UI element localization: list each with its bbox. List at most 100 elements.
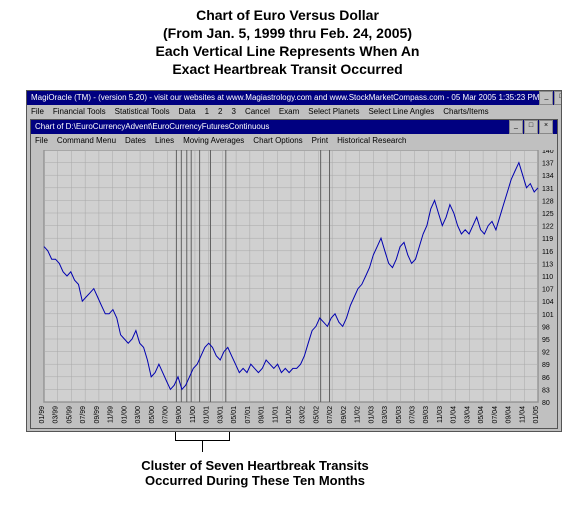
inner-window-controls: _ □ × [509,120,553,134]
svg-text:11/00: 11/00 [190,406,197,423]
menu-item[interactable]: Select Line Angles [368,107,434,116]
menu-item[interactable]: 1 [205,107,209,116]
outer-titlebar-text: MagiOracle (TM) - (version 5.20) - visit… [31,91,539,105]
svg-text:09/02: 09/02 [341,406,348,424]
menu-item[interactable]: Cancel [245,107,270,116]
maximize-button[interactable]: □ [524,120,538,134]
menu-item[interactable]: Command Menu [57,136,116,145]
svg-text:05/00: 05/00 [149,406,156,424]
svg-text:07/01: 07/01 [245,406,252,424]
svg-text:128: 128 [542,198,554,205]
svg-text:11/99: 11/99 [108,406,115,423]
svg-text:80: 80 [542,400,550,407]
svg-text:86: 86 [542,375,550,382]
annotation-line-1: Cluster of Seven Heartbreak Transits [110,458,400,473]
svg-text:09/01: 09/01 [259,406,266,424]
menu-item[interactable]: Data [179,107,196,116]
svg-text:05/01: 05/01 [231,406,238,424]
svg-text:05/04: 05/04 [478,406,485,424]
annotation-bracket-stem [202,440,203,452]
svg-text:134: 134 [542,173,554,180]
svg-text:07/04: 07/04 [492,406,499,424]
menu-item[interactable]: Historical Research [337,136,406,145]
annotation-text: Cluster of Seven Heartbreak Transits Occ… [110,458,400,488]
svg-text:03/04: 03/04 [464,406,471,424]
svg-text:122: 122 [542,224,554,231]
menu-item[interactable]: File [31,107,44,116]
close-button[interactable]: × [539,120,553,134]
svg-text:89: 89 [542,362,550,369]
svg-text:01/05: 01/05 [533,406,540,424]
menu-item[interactable]: 3 [231,107,235,116]
menu-item[interactable]: File [35,136,48,145]
inner-menu-bar: File Command Menu Dates Lines Moving Average… [31,134,557,148]
svg-text:01/99: 01/99 [39,406,46,424]
svg-text:07/03: 07/03 [410,406,417,424]
maximize-button[interactable]: □ [554,91,561,105]
svg-text:125: 125 [542,211,554,218]
svg-text:07/99: 07/99 [80,406,87,424]
svg-text:92: 92 [542,350,550,357]
svg-text:05/03: 05/03 [396,406,403,424]
menu-item[interactable]: Lines [155,136,174,145]
svg-text:98: 98 [542,324,550,331]
svg-text:101: 101 [542,312,554,319]
svg-text:03/02: 03/02 [300,406,307,424]
svg-text:09/04: 09/04 [506,406,513,424]
outer-titlebar: MagiOracle (TM) - (version 5.20) - visit… [27,91,561,105]
annotation-line-2: Occurred During These Ten Months [110,473,400,488]
svg-text:09/00: 09/00 [176,406,183,424]
svg-text:03/00: 03/00 [135,406,142,424]
svg-text:01/00: 01/00 [121,406,128,424]
svg-text:11/02: 11/02 [355,406,362,423]
menu-item[interactable]: Chart Options [253,136,302,145]
inner-titlebar-text: Chart of D:\EuroCurrencyAdvent\EuroCurre… [35,120,269,134]
svg-text:01/04: 01/04 [451,406,458,424]
svg-text:09/99: 09/99 [94,406,101,424]
menu-item[interactable]: Statistical Tools [115,107,170,116]
menu-item[interactable]: Exam [279,107,299,116]
svg-text:01/03: 01/03 [368,406,375,424]
minimize-button[interactable]: _ [509,120,523,134]
svg-text:83: 83 [542,387,550,394]
svg-text:11/03: 11/03 [437,406,444,423]
menu-item[interactable]: Print [312,136,328,145]
title-line-4: Exact Heartbreak Transit Occurred [0,60,575,78]
svg-text:01/01: 01/01 [204,406,211,424]
title-line-1: Chart of Euro Versus Dollar [0,6,575,24]
svg-text:03/01: 03/01 [217,406,224,424]
svg-text:95: 95 [542,337,550,344]
svg-text:09/03: 09/03 [423,406,430,424]
outer-window-controls: _ □ × [539,91,561,105]
minimize-button[interactable]: _ [539,91,553,105]
svg-text:104: 104 [542,299,554,306]
svg-text:11/01: 11/01 [272,406,279,423]
svg-text:07/00: 07/00 [163,406,170,424]
svg-text:131: 131 [542,186,554,193]
svg-text:137: 137 [542,161,554,168]
svg-text:05/99: 05/99 [66,406,73,424]
menu-item[interactable]: Financial Tools [53,107,106,116]
menu-item[interactable]: 2 [218,107,222,116]
menu-item[interactable]: Charts/Items [443,107,488,116]
title-line-3: Each Vertical Line Represents When An [0,42,575,60]
menu-item[interactable]: Select Planets [308,107,359,116]
svg-text:01/02: 01/02 [286,406,293,424]
svg-text:07/02: 07/02 [327,406,334,424]
svg-text:110: 110 [542,274,553,281]
inner-titlebar: Chart of D:\EuroCurrencyAdvent\EuroCurre… [31,120,557,134]
svg-text:116: 116 [542,249,553,256]
menu-item[interactable]: Dates [125,136,146,145]
chart-title: Chart of Euro Versus Dollar (From Jan. 5… [0,0,575,78]
svg-text:11/04: 11/04 [519,406,526,423]
price-chart: 80 83 86 89 92 95 98 101 104 107 110 113 116 119 122 12… [32,150,575,442]
annotation-bracket [175,432,230,441]
svg-text:03/03: 03/03 [382,406,389,424]
title-line-2: (From Jan. 5, 1999 thru Feb. 24, 2005) [0,24,575,42]
menu-item[interactable]: Moving Averages [183,136,244,145]
svg-text:119: 119 [542,236,553,243]
svg-text:113: 113 [542,261,553,268]
svg-text:107: 107 [542,287,554,294]
outer-menu-bar: File Financial Tools Statistical Tools Data… [27,105,561,119]
svg-text:05/02: 05/02 [313,406,320,424]
